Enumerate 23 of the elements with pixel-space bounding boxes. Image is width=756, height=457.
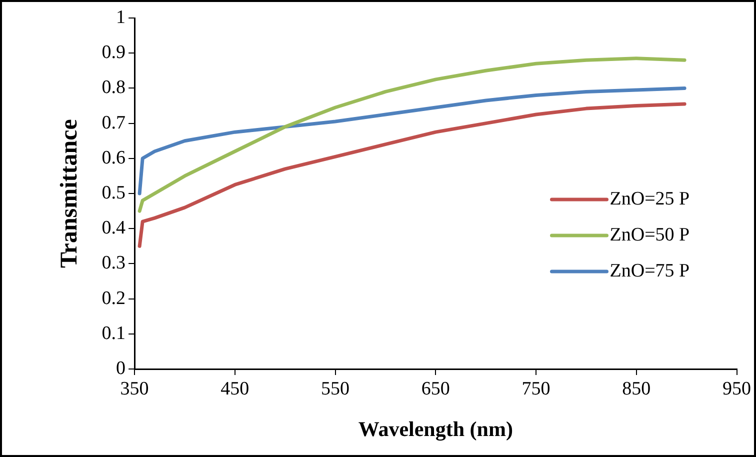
legend-label: ZnO=50 P — [610, 224, 690, 246]
x-tick-label: 350 — [120, 378, 149, 400]
x-tick-label: 850 — [622, 378, 651, 400]
x-tick-label: 750 — [522, 378, 550, 400]
legend-label: ZnO=75 P — [610, 260, 690, 282]
x-tick-label: 450 — [220, 378, 250, 400]
legend-label: ZnO=25 P — [610, 188, 690, 210]
y-tick-label: 0.4 — [102, 218, 126, 239]
y-tick-label: 0.2 — [102, 288, 126, 309]
y-tick-label: 0 — [116, 358, 126, 379]
y-tick-label: 0.7 — [102, 112, 126, 134]
x-tick-label: 550 — [321, 378, 350, 400]
x-axis-title: Wavelength (nm) — [358, 416, 513, 441]
y-axis-title: Transmittance — [56, 118, 83, 268]
y-tick-label: 0.3 — [102, 252, 126, 274]
y-tick-label: 0.5 — [102, 182, 126, 204]
y-tick-label: 0.6 — [102, 147, 126, 168]
y-tick-label: 0.9 — [102, 42, 126, 64]
y-tick-label: 0.8 — [102, 77, 126, 98]
y-tick-label: 1 — [116, 6, 126, 28]
x-tick-label: 650 — [421, 378, 450, 400]
x-tick-label: 950 — [722, 378, 751, 400]
y-tick-label: 0.1 — [102, 322, 126, 344]
